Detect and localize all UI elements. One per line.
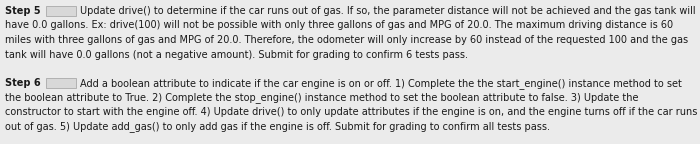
Text: Step 6: Step 6 (5, 78, 41, 88)
Text: Add a boolean attribute to indicate if the car engine is on or off. 1) Complete : Add a boolean attribute to indicate if t… (80, 78, 682, 89)
Text: miles with three gallons of gas and MPG of 20.0. Therefore, the odometer will on: miles with three gallons of gas and MPG … (5, 35, 688, 45)
Text: out of gas. 5) Update add_gas() to only add gas if the engine is off. Submit for: out of gas. 5) Update add_gas() to only … (5, 122, 550, 132)
Text: constructor to start with the engine off. 4) Update drive() to only update attri: constructor to start with the engine off… (5, 107, 697, 117)
Text: have 0.0 gallons. Ex: drive(100) will not be possible with only three gallons of: have 0.0 gallons. Ex: drive(100) will no… (5, 20, 673, 31)
Text: Update drive() to determine if the car runs out of gas. If so, the parameter dis: Update drive() to determine if the car r… (80, 6, 696, 16)
Text: Step 5: Step 5 (5, 6, 41, 16)
Text: tank will have 0.0 gallons (not a negative amount). Submit for grading to confir: tank will have 0.0 gallons (not a negati… (5, 50, 468, 59)
Bar (46, 6, 76, 16)
Bar (46, 78, 76, 88)
Text: the boolean attribute to True. 2) Complete the stop_engine() instance method to : the boolean attribute to True. 2) Comple… (5, 92, 638, 103)
